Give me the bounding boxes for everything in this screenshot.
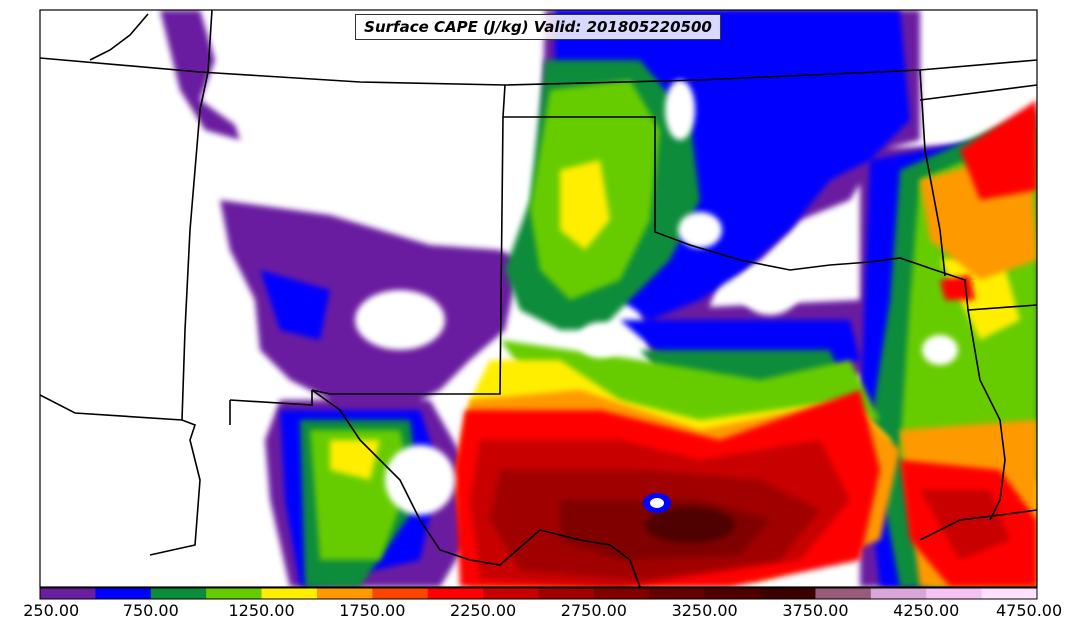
colorbar-tick-label: 3250.00 [671,601,738,620]
colorbar-segment [926,588,983,599]
colorbar-segment [538,588,595,599]
colorbar-segment [704,588,761,599]
cape-field [160,10,1037,587]
colorbar-segment [427,588,484,599]
colorbar-segment [150,588,207,599]
colorbar [39,587,1038,600]
colorbar-segment [593,588,650,599]
map-frame [39,9,1038,588]
colorbar-segment [316,588,373,599]
colorbar-segment [483,588,539,599]
colorbar-tick-label: 250.00 [23,601,80,620]
colorbar-segment [649,588,706,599]
colorbar-border [39,587,1038,600]
colorbar-tick-label: 4750.00 [995,601,1063,620]
colorbar-segment [870,588,927,599]
colorbar-tick-label: 4250.00 [893,601,960,620]
colorbar-segment [206,588,263,599]
colorbar-segment [261,588,318,599]
colorbar-segment [981,588,1038,599]
colorbar-segment [95,588,152,599]
colorbar-tick-label: 1750.00 [339,601,406,620]
colorbar-segment [815,588,872,599]
colorbar-segment [760,588,816,599]
colorbar-tick-label: 1250.00 [228,601,295,620]
colorbar-tick-label: 2250.00 [450,601,517,620]
political-borders [40,10,1037,587]
map-title: Surface CAPE (J/kg) Valid: 201805220500 [355,14,721,40]
colorbar-tick-label: 3750.00 [782,601,849,620]
colorbar-tick-label: 750.00 [122,601,179,620]
colorbar-segment [372,588,429,599]
colorbar-segment [40,588,96,599]
colorbar-tick-label: 2750.00 [560,601,627,620]
